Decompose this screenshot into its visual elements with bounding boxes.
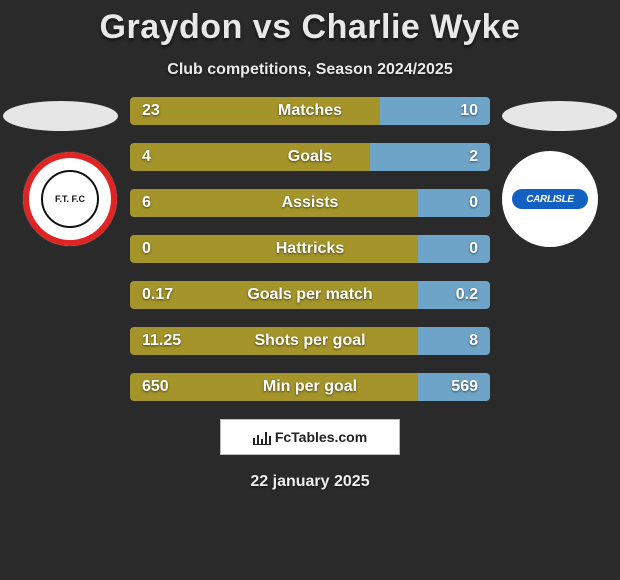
stat-value-right: 569 bbox=[410, 378, 490, 396]
stat-value-right: 2 bbox=[410, 148, 490, 166]
player-right-halo bbox=[502, 101, 617, 131]
stat-label: Goals per match bbox=[210, 286, 410, 304]
chart-icon bbox=[253, 429, 271, 445]
stat-row: 0.17Goals per match0.2 bbox=[130, 281, 490, 309]
page-title: Graydon vs Charlie Wyke bbox=[0, 0, 620, 47]
stat-value-right: 0.2 bbox=[410, 286, 490, 304]
stat-row: 4Goals2 bbox=[130, 143, 490, 171]
stat-row: 11.25Shots per goal8 bbox=[130, 327, 490, 355]
stat-bars-container: 23Matches104Goals26Assists00Hattricks00.… bbox=[130, 97, 490, 401]
stat-value-right: 0 bbox=[410, 240, 490, 258]
watermark-text: FcTables.com bbox=[275, 429, 367, 445]
stat-label: Shots per goal bbox=[210, 332, 410, 350]
stat-value-left: 0.17 bbox=[130, 286, 210, 304]
stat-label: Min per goal bbox=[210, 378, 410, 396]
stat-value-right: 10 bbox=[410, 102, 490, 120]
stat-value-left: 0 bbox=[130, 240, 210, 258]
comparison-content: F.T. F.C CARLISLE 23Matches10 4Goals2 6Ass… bbox=[0, 97, 620, 491]
stat-value-left: 4 bbox=[130, 148, 210, 166]
team-badge-left: F.T. F.C bbox=[22, 151, 118, 247]
stat-value-left: 6 bbox=[130, 194, 210, 212]
stat-value-left: 650 bbox=[130, 378, 210, 396]
page-subtitle: Club competitions, Season 2024/2025 bbox=[0, 61, 620, 79]
stat-value-right: 8 bbox=[410, 332, 490, 350]
stat-row: 23Matches10 bbox=[130, 97, 490, 125]
stat-label: Assists bbox=[210, 194, 410, 212]
stat-row: 650Min per goal569 bbox=[130, 373, 490, 401]
stat-value-left: 23 bbox=[130, 102, 210, 120]
stat-row: 6Assists0 bbox=[130, 189, 490, 217]
player-left-halo bbox=[3, 101, 118, 131]
team-badge-left-text: F.T. F.C bbox=[41, 170, 99, 228]
stat-value-right: 0 bbox=[410, 194, 490, 212]
team-badge-right: CARLISLE bbox=[502, 151, 598, 247]
watermark: FcTables.com bbox=[220, 419, 400, 455]
stat-label: Matches bbox=[210, 102, 410, 120]
footer-date: 22 january 2025 bbox=[0, 473, 620, 491]
stat-value-left: 11.25 bbox=[130, 332, 210, 350]
team-badge-right-text: CARLISLE bbox=[512, 189, 588, 209]
stat-label: Hattricks bbox=[210, 240, 410, 258]
stat-label: Goals bbox=[210, 148, 410, 166]
stat-row: 0Hattricks0 bbox=[130, 235, 490, 263]
